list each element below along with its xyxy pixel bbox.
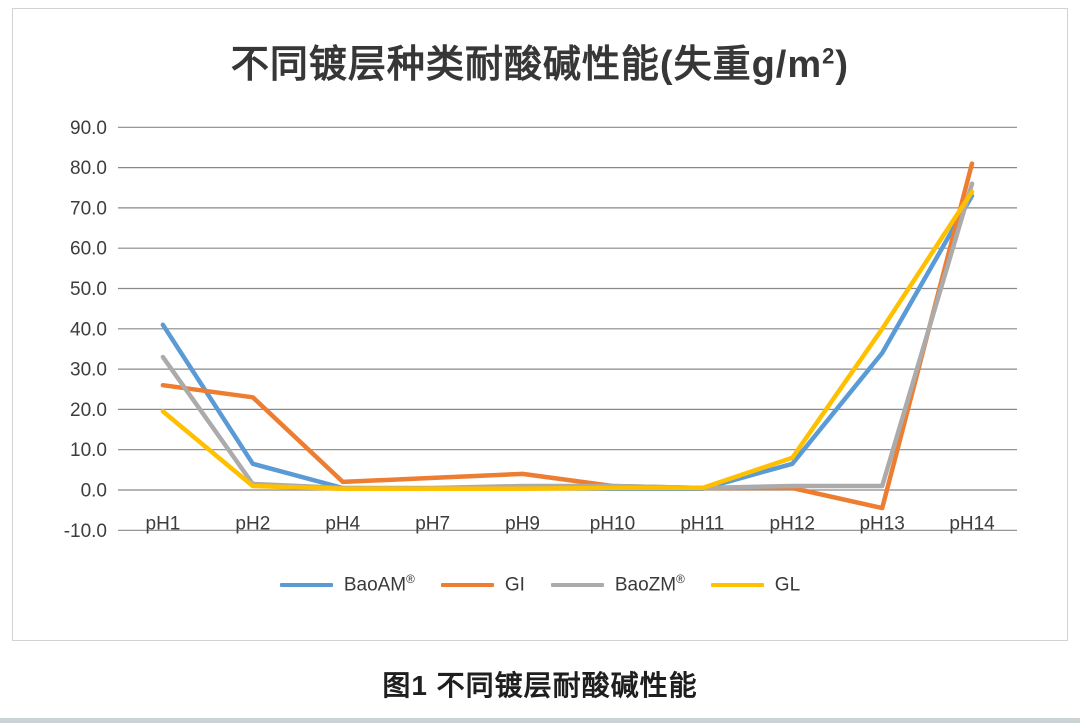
plot-area: 90.0 80.0 70.0 60.0 50.0 40.0 30.0 20.0 10.0 0.0 -… [64,118,1017,542]
x-tick-label: pH9 [505,513,540,534]
legend-line-swatch-baozm [550,582,604,588]
series-line-GI [160,161,975,511]
y-tick-label: 70.0 [70,198,107,219]
x-tick-label: pH7 [415,513,450,534]
legend-label-gi: GI [505,573,525,596]
legend-label-text: GI [504,574,525,596]
legend-item-gl: GL [710,573,800,596]
chart-title-superscript: 2 [822,43,836,69]
y-tick-label: -10.0 [64,521,107,542]
next-element-top-edge [0,718,1080,723]
legend-label-baozm: BaoZM® [615,573,685,596]
legend-label-baoam: BaoAM® [344,573,415,596]
y-tick-label: 10.0 [70,440,107,461]
legend-label-text: BaoZM [614,574,677,596]
x-tick-label: pH4 [325,513,360,534]
legend-label-text: GL [774,574,801,596]
legend-item-gi: GI [440,573,525,596]
chart-legend: BaoAM® GI BaoZM® GL [13,571,1067,599]
y-tick-label: 40.0 [70,319,107,340]
legend-line-swatch-baoam [279,582,333,588]
y-tick-label: 60.0 [70,239,107,260]
legend-item-baoam: BaoAM® [279,573,415,596]
y-tick-label: 0.0 [81,481,107,502]
figure-caption: 图1 不同镀层耐酸碱性能 [382,670,698,701]
legend-item-baozm: BaoZM® [550,573,685,596]
legend-label-text: BaoAM [343,574,407,596]
x-tick-label: pH11 [680,513,724,534]
y-tick-label: 20.0 [70,400,107,421]
chart-container: 不同镀层种类耐酸碱性能(失重g/m2) 90.0 80.0 70.0 60.0 50.0… [12,8,1068,641]
x-tick-label: pH12 [770,513,815,534]
legend-line-swatch-gl [710,582,764,588]
registered-mark: ® [406,573,415,587]
y-tick-label: 50.0 [70,279,107,300]
x-tick-label: pH13 [859,513,904,534]
x-tick-label: pH1 [146,513,181,534]
x-tick-label: pH14 [949,513,995,534]
legend-label-gl: GL [775,573,800,596]
chart-title-text: 不同镀层种类耐酸碱性能(失重g/m [230,44,823,86]
y-tick-label: 80.0 [70,158,107,179]
series-line-GL [160,189,975,492]
legend-line-swatch-gi [440,582,494,588]
chart-title-close-paren: ) [835,44,850,86]
series-line-BaoAM [160,193,975,492]
registered-mark: ® [676,573,685,587]
x-tick-label: pH10 [590,513,635,534]
y-tick-label: 90.0 [70,118,107,139]
chart-title: 不同镀层种类耐酸碱性能(失重g/m2) [13,33,1067,88]
x-tick-label: pH2 [235,513,270,534]
series-line-BaoZM [160,181,975,491]
y-tick-label: 30.0 [70,360,107,381]
